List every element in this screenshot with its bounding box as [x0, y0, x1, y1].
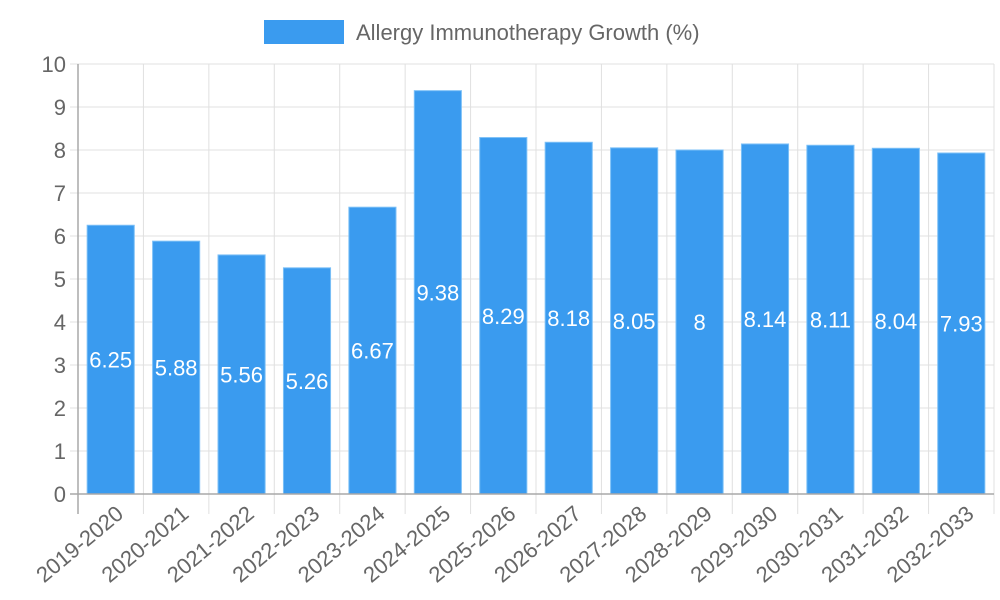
y-tick-label: 8	[54, 138, 66, 163]
y-tick-label: 0	[54, 482, 66, 507]
grid	[70, 63, 995, 514]
y-tick-label: 2	[54, 396, 66, 421]
bar[interactable]	[740, 143, 790, 495]
y-tick-label: 6	[54, 224, 66, 249]
x-axis-ticks: 2019-20202020-20212021-20222022-20232023…	[31, 501, 978, 588]
y-tick-label: 1	[54, 439, 66, 464]
bar-value-labels: 6.25 5.88 5.56 5.26 6.67 9.38 8.29 8.18 8.05 8 8.1…	[89, 280, 982, 394]
bar-value-label: 5.26	[286, 369, 329, 394]
bar[interactable]	[413, 90, 462, 495]
bar-value-label: 9.38	[416, 280, 459, 305]
bar[interactable]	[610, 147, 659, 495]
y-tick-label: 9	[54, 95, 66, 120]
bar-value-label: 7.93	[940, 312, 983, 337]
y-tick-label: 4	[54, 310, 66, 335]
bar[interactable]	[544, 141, 593, 495]
bar[interactable]	[871, 147, 920, 495]
bar[interactable]	[479, 137, 528, 495]
bar[interactable]	[937, 152, 986, 495]
bar-value-label: 8.05	[613, 309, 656, 334]
y-tick-label: 5	[54, 267, 66, 292]
legend[interactable]: Allergy Immunotherapy Growth (%)	[264, 20, 700, 45]
y-tick-label: 7	[54, 181, 66, 206]
bar-value-label: 8.14	[744, 307, 787, 332]
bar[interactable]	[152, 240, 201, 495]
legend-label: Allergy Immunotherapy Growth (%)	[356, 20, 700, 45]
bar-value-label: 5.56	[220, 362, 263, 387]
bar-value-label: 8.29	[482, 304, 525, 329]
y-axis-ticks: 0 1 2 3 4 5 6 7 8 9 10	[42, 52, 66, 507]
bar-value-label: 6.25	[89, 348, 132, 373]
bar-value-label: 8.11	[810, 308, 851, 333]
bar-value-label: 6.67	[351, 339, 394, 364]
y-tick-label: 10	[42, 52, 66, 77]
bars	[86, 90, 986, 495]
bar[interactable]	[282, 267, 332, 495]
y-tick-label: 3	[54, 353, 66, 378]
bar-value-label: 8.04	[874, 309, 917, 334]
legend-swatch	[264, 20, 344, 44]
axes	[70, 64, 994, 514]
bar[interactable]	[675, 149, 724, 495]
bar-value-label: 8.18	[547, 306, 590, 331]
bar-value-label: 5.88	[155, 356, 198, 381]
bar[interactable]	[806, 144, 855, 495]
bar[interactable]	[348, 206, 397, 495]
bar-value-label: 8	[693, 310, 705, 335]
